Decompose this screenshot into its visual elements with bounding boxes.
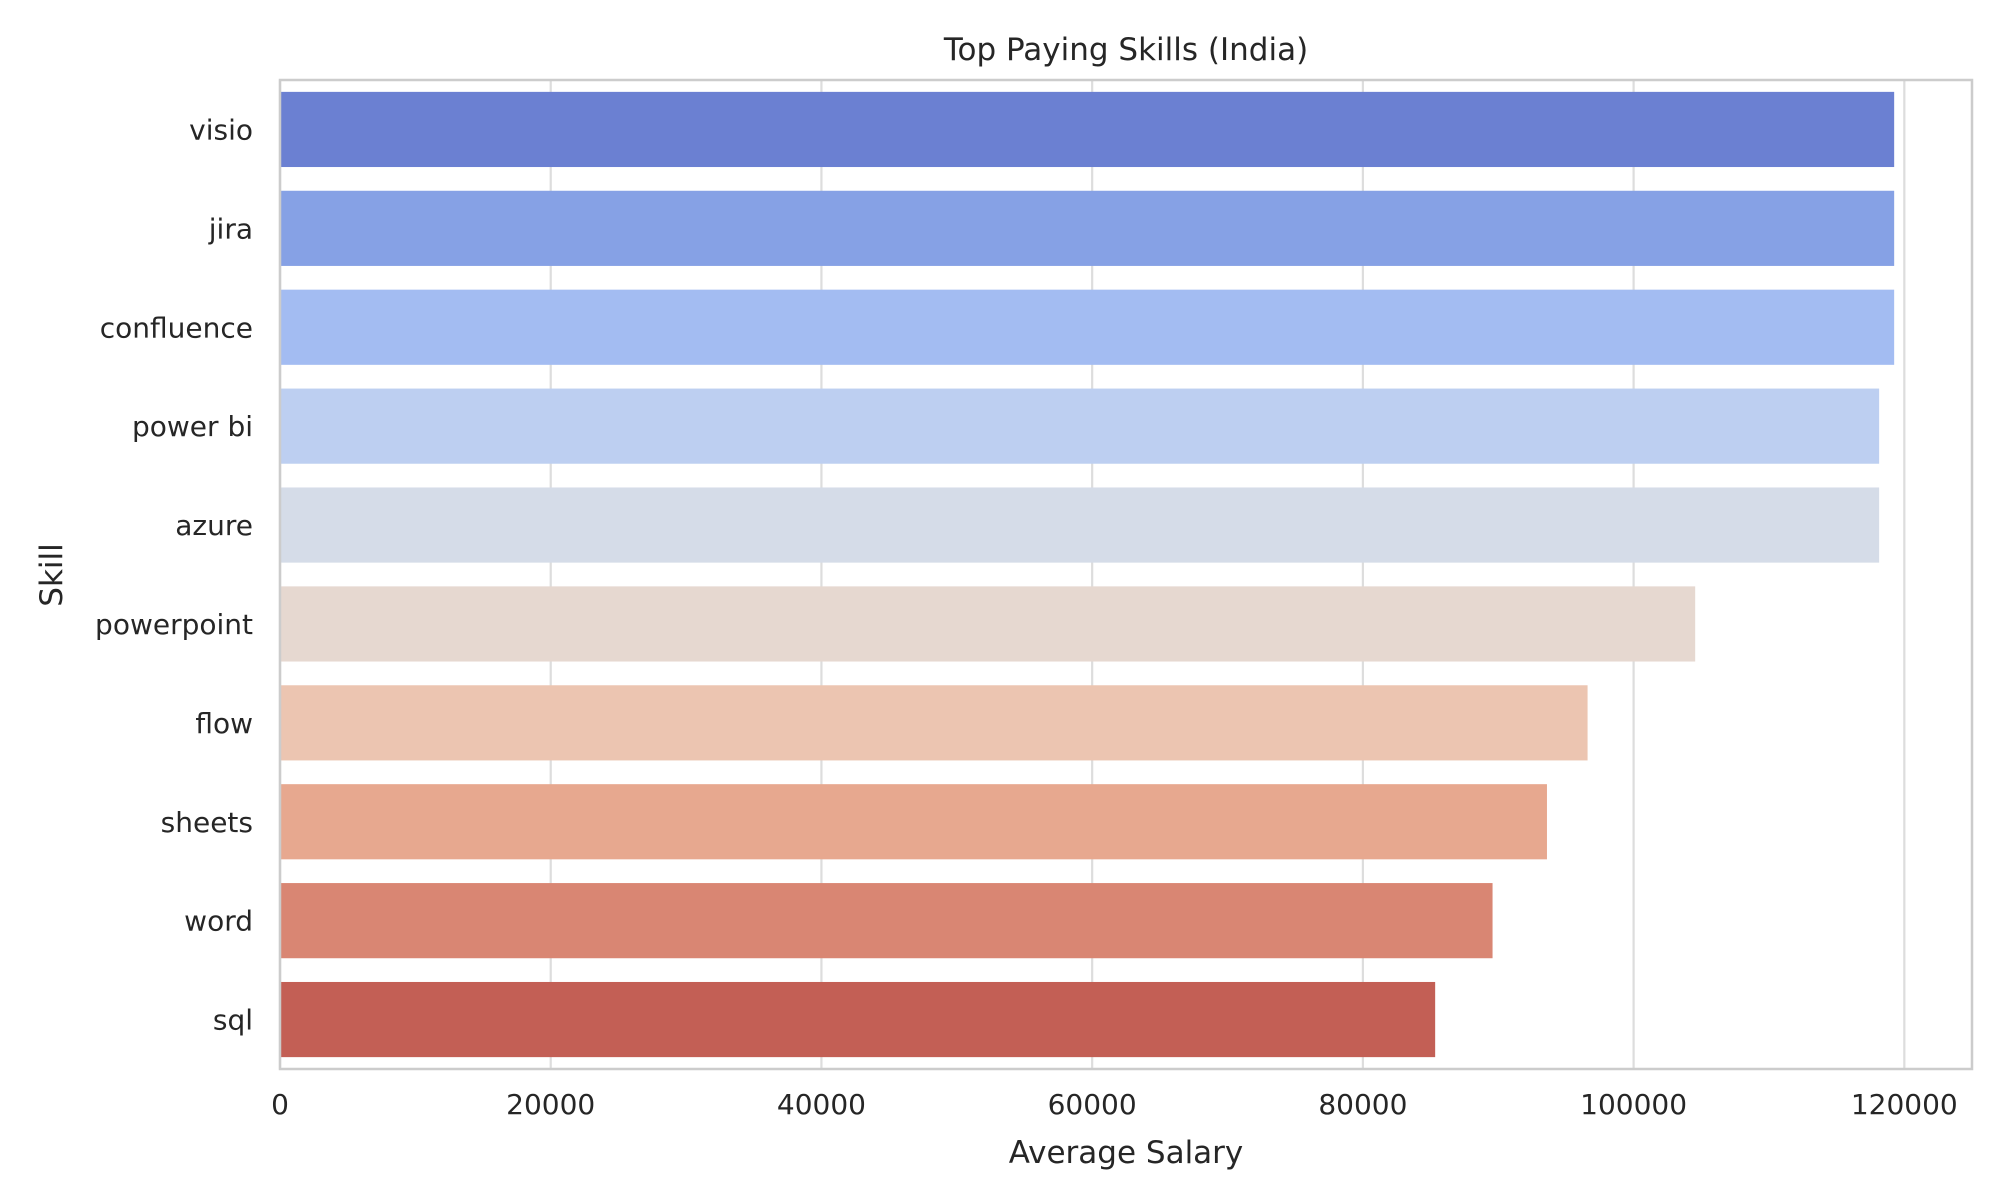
bars: [280, 91, 1895, 1058]
plot-frame: [278, 78, 1974, 1071]
y-tick-label: sheets: [161, 806, 253, 839]
bar-confluence: [280, 289, 1895, 365]
bar-power-bi: [280, 388, 1880, 464]
bar-jira: [280, 190, 1895, 266]
y-tick-label: sql: [213, 1004, 253, 1037]
y-tick-label: powerpoint: [95, 608, 253, 641]
x-tick-label: 80000: [1318, 1088, 1407, 1121]
y-tick-label: azure: [175, 509, 253, 542]
y-tick-label: visio: [189, 113, 253, 146]
bar-flow: [280, 685, 1588, 761]
bar-powerpoint: [280, 586, 1696, 662]
y-tick-labels: visio jira confluence power bi azure powerpoi…: [95, 113, 253, 1036]
x-axis-title: Average Salary: [1009, 1135, 1244, 1171]
y-tick-label: jira: [208, 212, 253, 245]
bar-sheets: [280, 784, 1547, 860]
x-tick-label: 0: [271, 1088, 289, 1121]
chart-title: Top Paying Skills (India): [943, 32, 1308, 68]
x-tick-label: 120000: [1851, 1088, 1958, 1121]
bar-visio: [280, 91, 1895, 168]
bar-azure: [280, 487, 1880, 563]
x-tick-label: 40000: [777, 1088, 866, 1121]
y-tick-label: confluence: [100, 311, 253, 344]
x-tick-label: 20000: [506, 1088, 595, 1121]
bar-sql: [280, 981, 1436, 1058]
y-axis-title: Skill: [34, 543, 70, 606]
x-tick-label: 100000: [1580, 1088, 1687, 1121]
x-tick-label: 60000: [1048, 1088, 1137, 1121]
bar-word: [280, 883, 1493, 959]
y-tick-label: word: [184, 905, 253, 938]
y-tick-label: power bi: [132, 410, 253, 443]
x-tick-labels: 0 20000 40000 60000 80000 100000 120000: [271, 1088, 1958, 1121]
y-tick-label: flow: [195, 707, 253, 740]
